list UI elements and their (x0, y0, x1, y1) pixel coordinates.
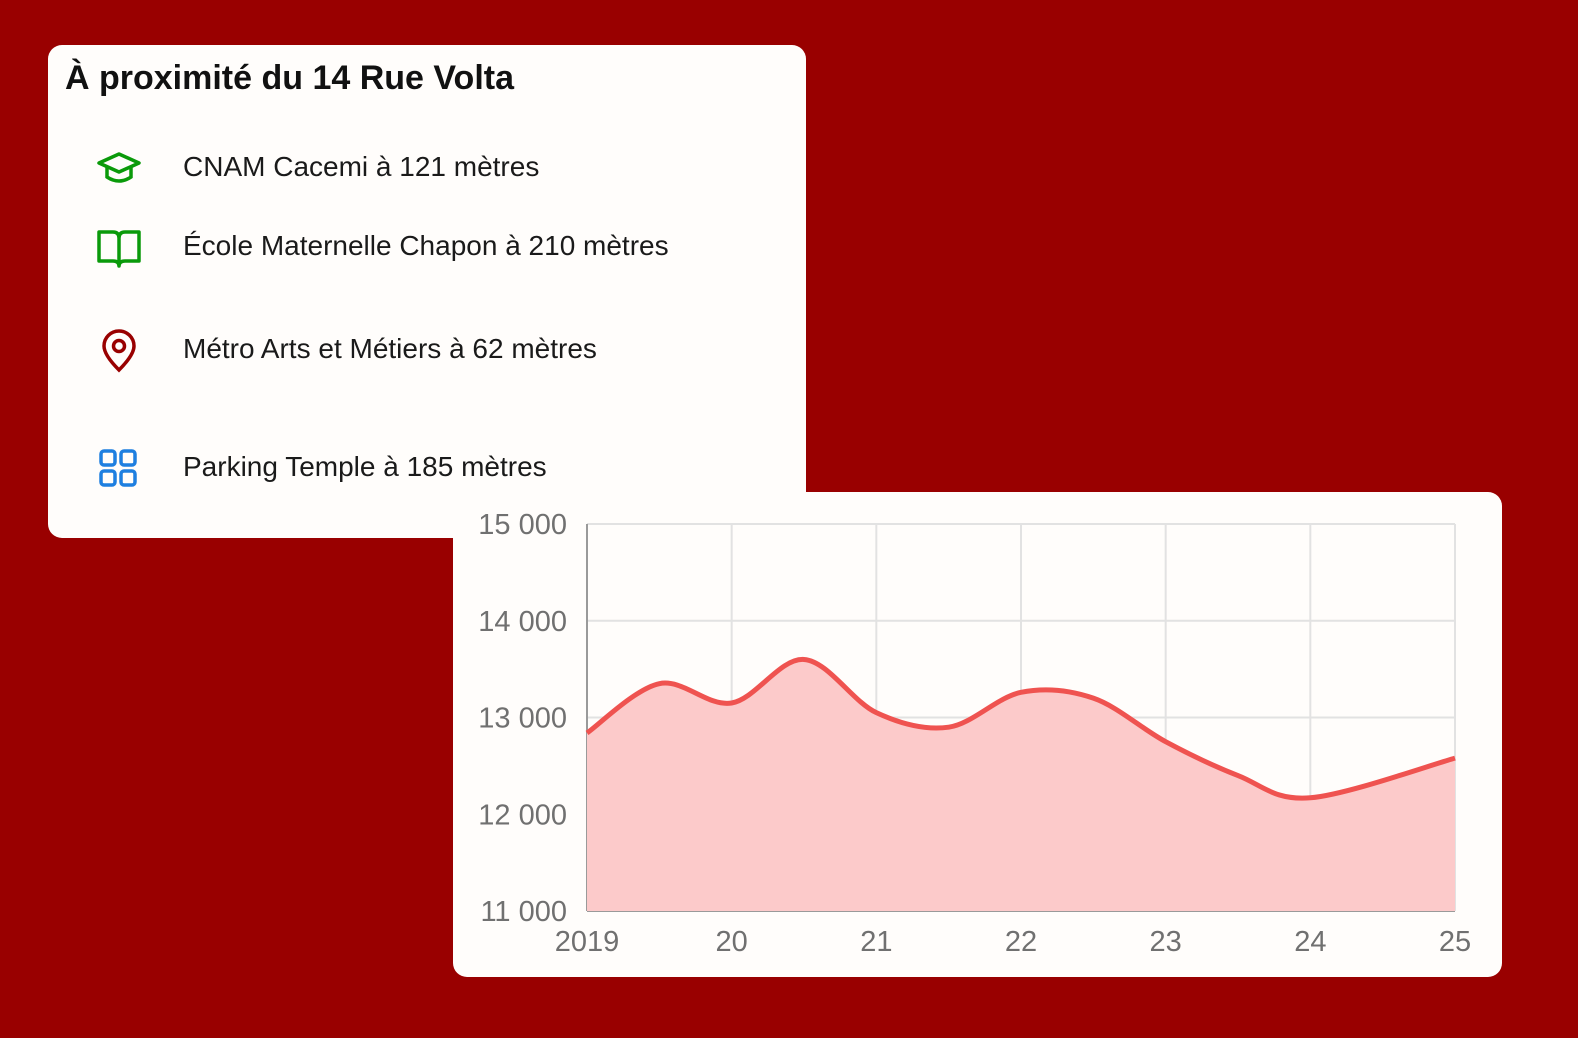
x-tick-label: 2019 (555, 926, 620, 958)
chart: 11 000 12 000 13 000 14 000 15 000 2019 20 21 22… (478, 509, 1471, 958)
graduation-icon (97, 152, 141, 183)
nearby-item: CNAM Cacemi à 121 mètres (183, 151, 540, 182)
x-tick-label: 20 (716, 926, 748, 958)
x-tick-label: 23 (1150, 926, 1182, 958)
nearby-card: À proximité du 14 Rue Volta CNAM Cacemi … (48, 45, 806, 538)
x-tick-label: 24 (1294, 926, 1326, 958)
nearby-item: Métro Arts et Métiers à 62 mètres (183, 333, 597, 364)
y-tick-label: 12 000 (478, 799, 567, 831)
pin-icon (102, 329, 136, 373)
area-fill (587, 659, 1455, 911)
nearby-item: Parking Temple à 185 mètres (183, 451, 547, 482)
y-tick-label: 11 000 (480, 896, 567, 928)
y-tick-label: 14 000 (478, 606, 567, 638)
card-title: À proximité du 14 Rue Volta (65, 59, 515, 97)
line (585, 656, 1456, 801)
book-icon (97, 230, 141, 268)
parking-icon (99, 449, 137, 487)
x-tick-label: 22 (1005, 926, 1037, 958)
y-tick-label: 13 000 (478, 703, 567, 735)
x-tick-label: 25 (1439, 926, 1471, 958)
y-tick-label: 15 000 (478, 509, 567, 541)
x-tick-label: 21 (860, 926, 892, 958)
nearby-item: École Maternelle Chapon à 210 mètres (183, 230, 669, 261)
chart-card: 11 000 12 000 13 000 14 000 15 000 2019 20 21 22… (453, 492, 1502, 977)
